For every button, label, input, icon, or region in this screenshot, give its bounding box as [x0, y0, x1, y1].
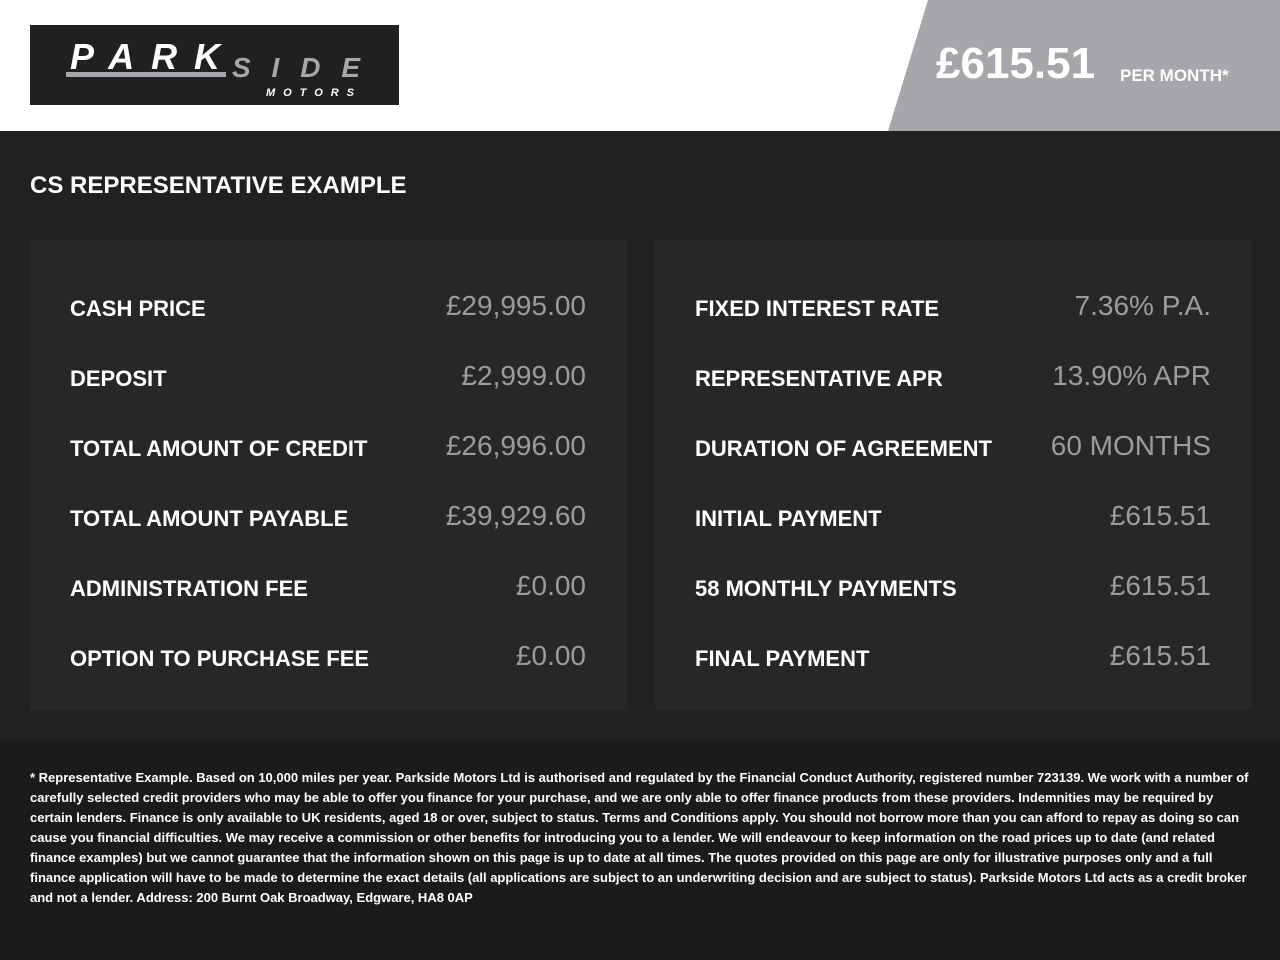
finance-row: 58 MONTHLY PAYMENTS £615.51	[695, 567, 1211, 607]
representative-example-section: CS REPRESENTATIVE EXAMPLE CASH PRICE £29,…	[0, 131, 1280, 740]
finance-label: ADMINISTRATION FEE	[70, 576, 308, 601]
finance-label: FIXED INTEREST RATE	[695, 296, 940, 321]
parkside-motors-logo[interactable]: PARK SIDE MOTORS	[30, 25, 399, 105]
disclaimer-line: selected credit providers who may be abl…	[30, 790, 1214, 825]
finance-value: £615.51	[1109, 570, 1211, 601]
disclaimer-line: receive a commission or other benefits f…	[30, 830, 1215, 865]
finance-row: INITIAL PAYMENT £615.51	[695, 497, 1211, 537]
finance-label: DURATION OF AGREEMENT	[695, 436, 992, 461]
finance-value: £26,996.00	[445, 430, 586, 461]
finance-value: 7.36% P.A.	[1074, 290, 1211, 321]
finance-value: £615.51	[1109, 640, 1211, 671]
finance-label: DEPOSIT	[70, 366, 167, 391]
svg-text:PARK: PARK	[70, 36, 223, 77]
finance-label: 58 MONTHLY PAYMENTS	[695, 576, 957, 601]
finance-row: FIXED INTEREST RATE 7.36% P.A.	[695, 287, 1211, 327]
finance-label: REPRESENTATIVE APR	[695, 366, 943, 391]
disclaimer-line: information shown on this page is up to …	[30, 850, 1213, 885]
section-title: CS REPRESENTATIVE EXAMPLE	[30, 172, 407, 199]
finance-label: CASH PRICE	[70, 296, 206, 321]
finance-card-left: CASH PRICE £29,995.00 DEPOSIT £2,999.00 TOTA…	[30, 240, 627, 710]
disclaimer-line: only available to UK residents, aged 18 …	[30, 810, 1240, 845]
finance-value: £615.51	[1109, 500, 1211, 531]
finance-label: INITIAL PAYMENT	[695, 506, 882, 531]
disclaimer-line: details (all applications are subject to…	[30, 870, 1247, 905]
finance-row: TOTAL AMOUNT PAYABLE £39,929.60	[70, 497, 586, 537]
svg-text:MOTORS: MOTORS	[266, 87, 355, 99]
finance-value: 60 MONTHS	[1050, 430, 1211, 461]
finance-row: DURATION OF AGREEMENT 60 MONTHS	[695, 427, 1211, 467]
header: PARK SIDE MOTORS £615.51 PER MONTH*	[0, 0, 1280, 131]
finance-label: FINAL PAYMENT	[695, 646, 870, 671]
finance-row: REPRESENTATIVE APR 13.90% APR	[695, 357, 1211, 397]
finance-label: TOTAL AMOUNT OF CREDIT	[70, 436, 368, 461]
finance-card-right: FIXED INTEREST RATE 7.36% P.A. REPRESENTAT…	[655, 240, 1252, 710]
finance-label: OPTION TO PURCHASE FEE	[70, 646, 370, 671]
finance-label: TOTAL AMOUNT PAYABLE	[70, 506, 349, 531]
finance-value: £29,995.00	[445, 290, 586, 321]
disclaimer-text: * Representative Example. Based on 10,00…	[30, 768, 1250, 908]
finance-value: £2,999.00	[461, 360, 586, 391]
finance-row: TOTAL AMOUNT OF CREDIT £26,996.00	[70, 427, 586, 467]
finance-value: £0.00	[515, 640, 586, 671]
footer: * Representative Example. Based on 10,00…	[0, 740, 1280, 960]
monthly-price-banner: £615.51 PER MONTH*	[888, 0, 1280, 131]
finance-row: FINAL PAYMENT £615.51	[695, 637, 1211, 677]
per-month-label: PER MONTH*	[1120, 66, 1229, 85]
finance-value: £39,929.60	[445, 500, 586, 531]
finance-row: ADMINISTRATION FEE £0.00	[70, 567, 586, 607]
finance-value: 13.90% APR	[1052, 360, 1211, 391]
monthly-price: £615.51	[936, 39, 1096, 88]
finance-row: DEPOSIT £2,999.00	[70, 357, 586, 397]
finance-row: CASH PRICE £29,995.00	[70, 287, 586, 327]
finance-row: OPTION TO PURCHASE FEE £0.00	[70, 637, 586, 677]
finance-value: £0.00	[515, 570, 586, 601]
disclaimer-line: * Representative Example. Based on 10,00…	[30, 770, 1249, 805]
svg-text:SIDE: SIDE	[232, 52, 361, 83]
